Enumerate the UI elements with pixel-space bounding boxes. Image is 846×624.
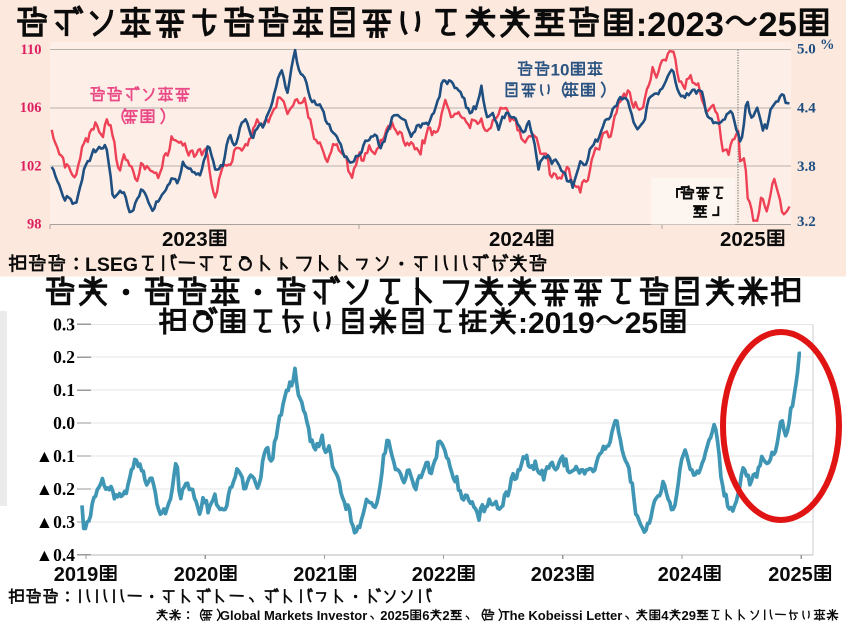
svg-text:29: 29 [682,608,696,623]
svg-text:0.2: 0.2 [53,347,75,367]
svg-text:5.0: 5.0 [797,42,816,58]
svg-text:10: 10 [551,61,570,80]
svg-text:2025: 2025 [720,228,766,251]
svg-text:110: 110 [21,42,42,58]
svg-text:25: 25 [758,6,796,44]
svg-text::2019: :2019 [518,307,595,340]
svg-text:4: 4 [661,608,669,623]
svg-text:6: 6 [422,608,429,623]
svg-text:25: 25 [625,307,658,340]
svg-text:0.3: 0.3 [53,314,75,334]
svg-text:0.0: 0.0 [53,413,75,433]
svg-text:▲0.2: ▲0.2 [36,479,75,499]
svg-text:%: % [820,37,835,53]
svg-text:▲0.4: ▲0.4 [36,545,75,565]
svg-text:98: 98 [27,217,42,233]
svg-text:2020: 2020 [174,564,219,586]
svg-text:2021: 2021 [293,564,338,586]
svg-text:0.1: 0.1 [53,380,75,400]
svg-text:2019: 2019 [54,564,99,586]
svg-text:106: 106 [20,100,42,116]
svg-text:102: 102 [20,158,42,174]
svg-text:The Kobeissi Letter: The Kobeissi Letter [502,608,623,623]
svg-text:2025: 2025 [380,608,409,623]
svg-text:2025: 2025 [768,564,813,586]
svg-text:4.4: 4.4 [797,100,816,116]
svg-text:▲0.3: ▲0.3 [36,512,75,532]
svg-text:2024: 2024 [489,228,535,251]
svg-text:LSEG: LSEG [85,254,138,276]
svg-text:2023: 2023 [162,228,208,251]
svg-text:3.2: 3.2 [797,214,816,230]
svg-text:2: 2 [442,608,449,623]
svg-text:3.8: 3.8 [797,159,816,175]
svg-text:Global Markets Investor: Global Markets Investor [220,608,367,623]
svg-text::2023: :2023 [636,6,724,44]
svg-text:2024: 2024 [658,564,703,586]
svg-text:▲0.1: ▲0.1 [36,446,75,466]
svg-text:2022: 2022 [412,564,457,586]
svg-text:2023: 2023 [531,564,576,586]
